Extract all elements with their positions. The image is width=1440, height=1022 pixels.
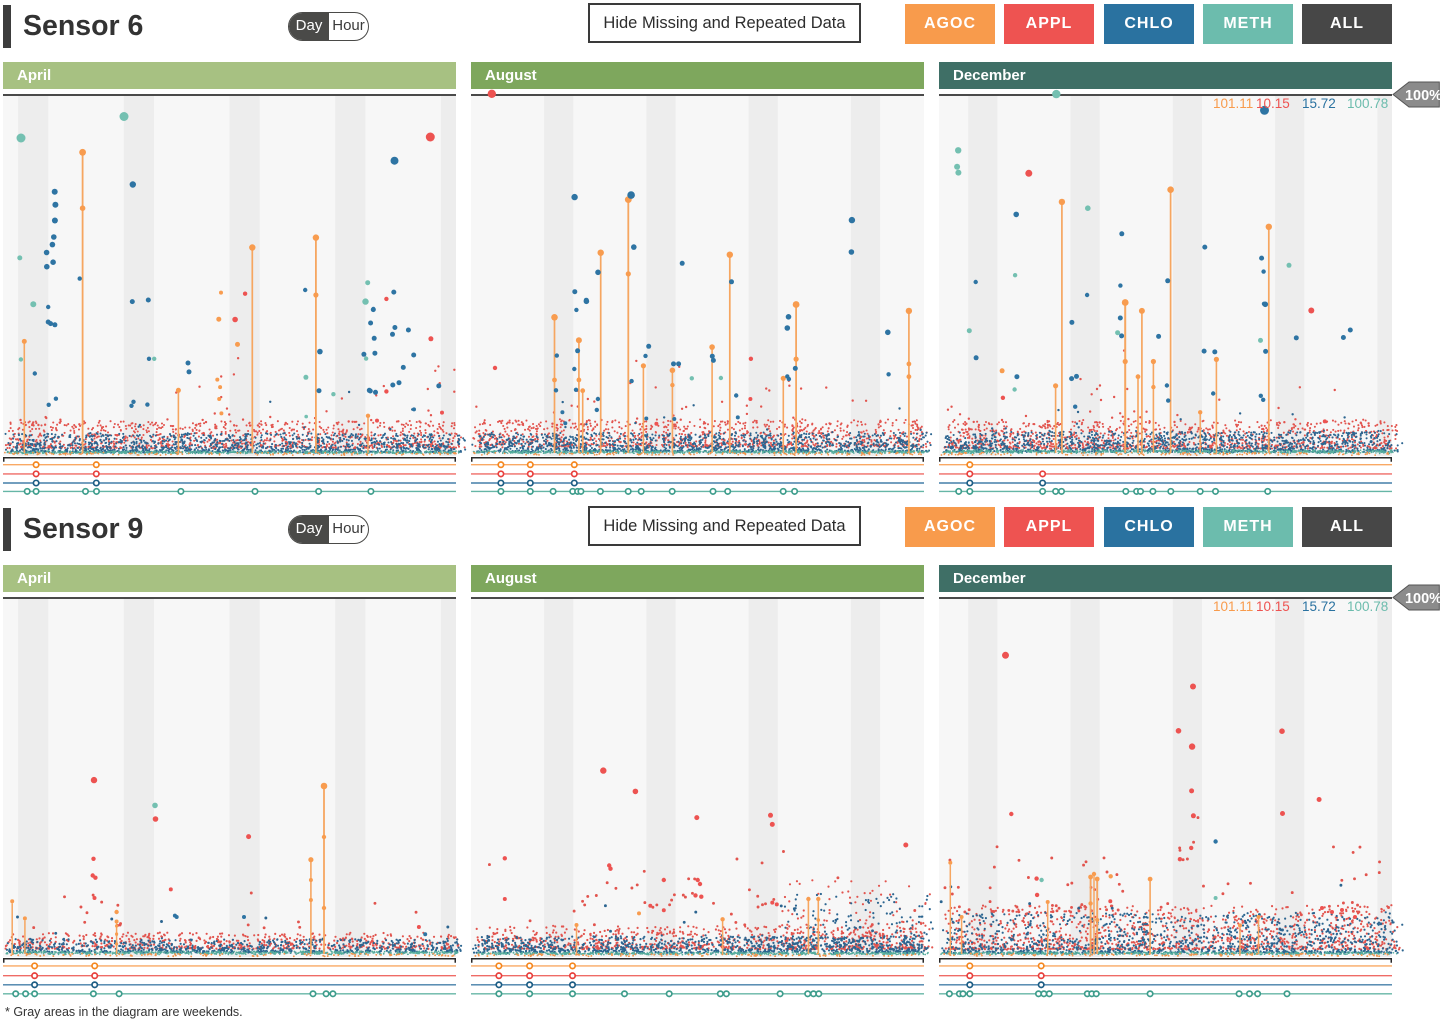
svg-text:100%: 100% — [1405, 591, 1440, 607]
svg-text:100%: 100% — [1405, 88, 1440, 104]
